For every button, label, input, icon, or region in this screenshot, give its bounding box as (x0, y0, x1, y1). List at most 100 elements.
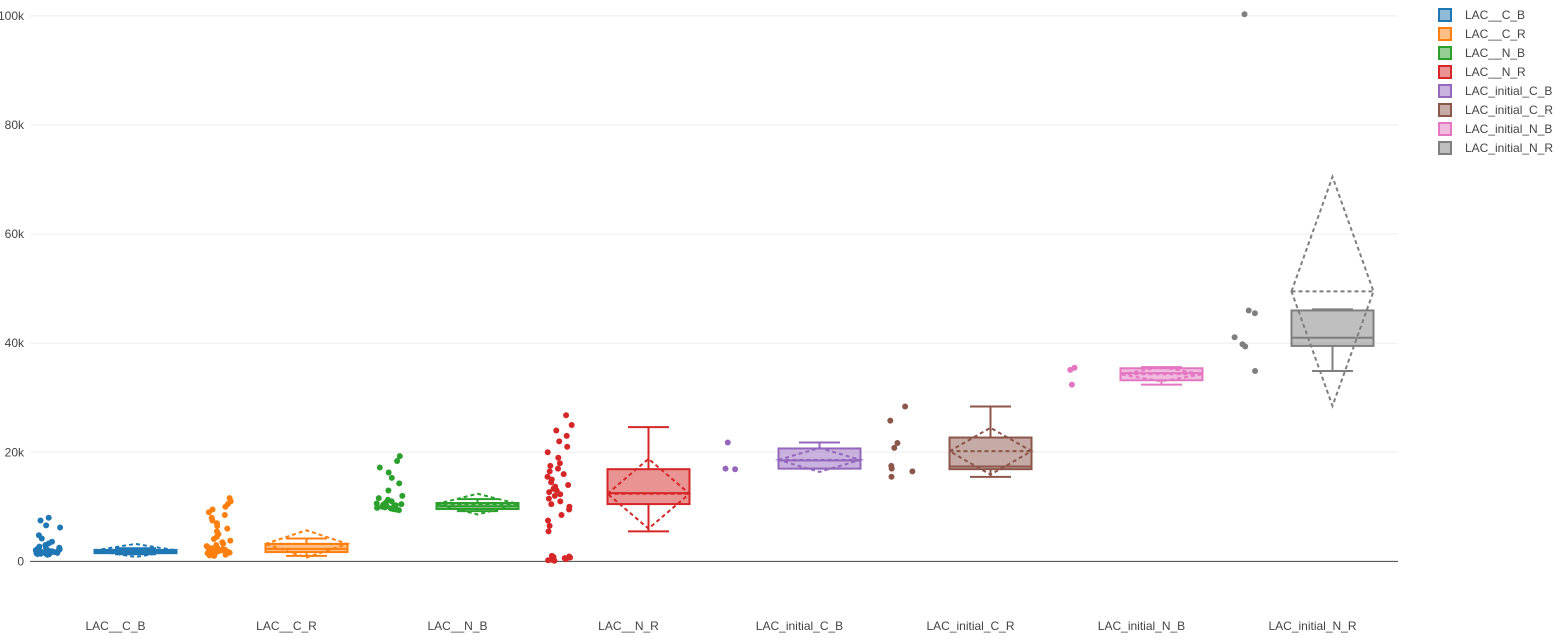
data-point (557, 491, 564, 498)
data-point (566, 503, 573, 510)
y-tick-label: 80k (5, 118, 25, 132)
data-point (227, 537, 234, 544)
data-point (557, 498, 564, 505)
data-point (555, 454, 562, 461)
data-point (552, 483, 559, 490)
y-tick-label: 100k (0, 9, 25, 23)
data-point (373, 500, 380, 507)
data-point (394, 458, 401, 464)
data-point (49, 538, 55, 545)
data-point (1251, 310, 1258, 317)
data-point (213, 542, 220, 548)
data-point (553, 427, 560, 434)
plot-area (32, 11, 1375, 564)
series-LAC__N_R (544, 412, 692, 564)
data-point (560, 471, 567, 478)
data-point (1239, 341, 1246, 348)
x-tick-label: LAC__C_B (85, 619, 145, 633)
data-point (547, 462, 554, 469)
data-point (385, 487, 392, 494)
x-tick-label: LAC_initial_C_R (926, 619, 1014, 633)
data-point (548, 476, 555, 483)
legend: LAC__C_B LAC__C_R LAC__N_B LAC__N_R LAC_init… (1438, 8, 1553, 155)
legend-label: LAC_initial_C_B (1465, 84, 1552, 98)
legend-swatch (1438, 27, 1452, 41)
data-point (545, 528, 552, 535)
data-point (1241, 11, 1248, 18)
data-point (213, 528, 220, 535)
sd-diamond (262, 529, 351, 559)
y-tick-label: 40k (5, 336, 25, 350)
series-LAC__C_B (32, 514, 178, 559)
data-point (376, 464, 383, 471)
data-point (566, 553, 573, 560)
data-point (43, 522, 50, 529)
data-point (1071, 364, 1078, 371)
data-point (544, 449, 551, 456)
data-point (392, 502, 399, 509)
data-point (398, 501, 405, 508)
data-point (546, 468, 553, 475)
data-point (1252, 368, 1259, 374)
data-point (209, 506, 216, 513)
data-point (213, 520, 220, 527)
y-tick-label: 20k (5, 445, 25, 459)
series-LAC__N_B (373, 453, 520, 516)
data-point (722, 465, 729, 472)
data-point (396, 453, 403, 460)
data-point (45, 514, 52, 521)
data-point (35, 532, 42, 539)
data-point (555, 465, 561, 472)
data-point (894, 440, 901, 446)
data-point (546, 489, 553, 496)
data-point (203, 543, 210, 550)
legend-label: LAC__C_R (1465, 27, 1526, 41)
data-point (396, 480, 403, 487)
data-point (1231, 334, 1238, 341)
x-axis-tick-labels: LAC__C_B LAC__C_R LAC__N_B LAC__N_R LAC_init… (85, 619, 1356, 633)
data-point (385, 469, 392, 476)
data-point (545, 517, 551, 524)
x-tick-label: LAC__N_R (598, 619, 659, 633)
series-LAC_initial_N_R (1231, 11, 1375, 409)
data-point (891, 444, 898, 451)
legend-label: LAC__N_B (1465, 46, 1525, 60)
legend-label: LAC__C_B (1465, 8, 1525, 22)
y-axis-tick-labels: 0 20k 40k 60k 80k 100k (0, 9, 25, 568)
data-point (388, 474, 395, 481)
series-LAC_initial_C_B (722, 439, 865, 473)
x-tick-label: LAC__C_R (256, 619, 317, 633)
data-point (556, 460, 563, 467)
data-point (546, 522, 553, 529)
data-point (544, 473, 551, 480)
sd-diamond (774, 446, 865, 473)
data-point (551, 492, 558, 499)
data-point (563, 432, 570, 439)
data-point (219, 539, 226, 546)
data-point (57, 524, 64, 531)
box (1119, 367, 1204, 382)
sd-diamond (947, 426, 1034, 476)
box (606, 468, 691, 506)
data-point (36, 543, 43, 550)
x-tick-label: LAC__N_B (427, 619, 487, 633)
data-point (902, 403, 909, 410)
data-point (558, 512, 565, 518)
data-point (724, 439, 731, 446)
data-point (56, 544, 63, 551)
sd-diamond (605, 457, 692, 530)
legend-swatch (1438, 103, 1452, 117)
legend-label: LAC_initial_C_R (1465, 103, 1553, 117)
series-LAC__C_R (203, 495, 351, 559)
data-point (208, 514, 215, 521)
y-tick-label: 60k (5, 227, 25, 241)
data-point (564, 443, 571, 450)
legend-label: LAC_initial_N_R (1465, 141, 1553, 155)
data-point (545, 495, 552, 502)
data-point (226, 495, 233, 502)
data-point (219, 546, 226, 553)
data-point (374, 504, 381, 511)
data-point (37, 517, 44, 524)
data-point (548, 552, 555, 559)
